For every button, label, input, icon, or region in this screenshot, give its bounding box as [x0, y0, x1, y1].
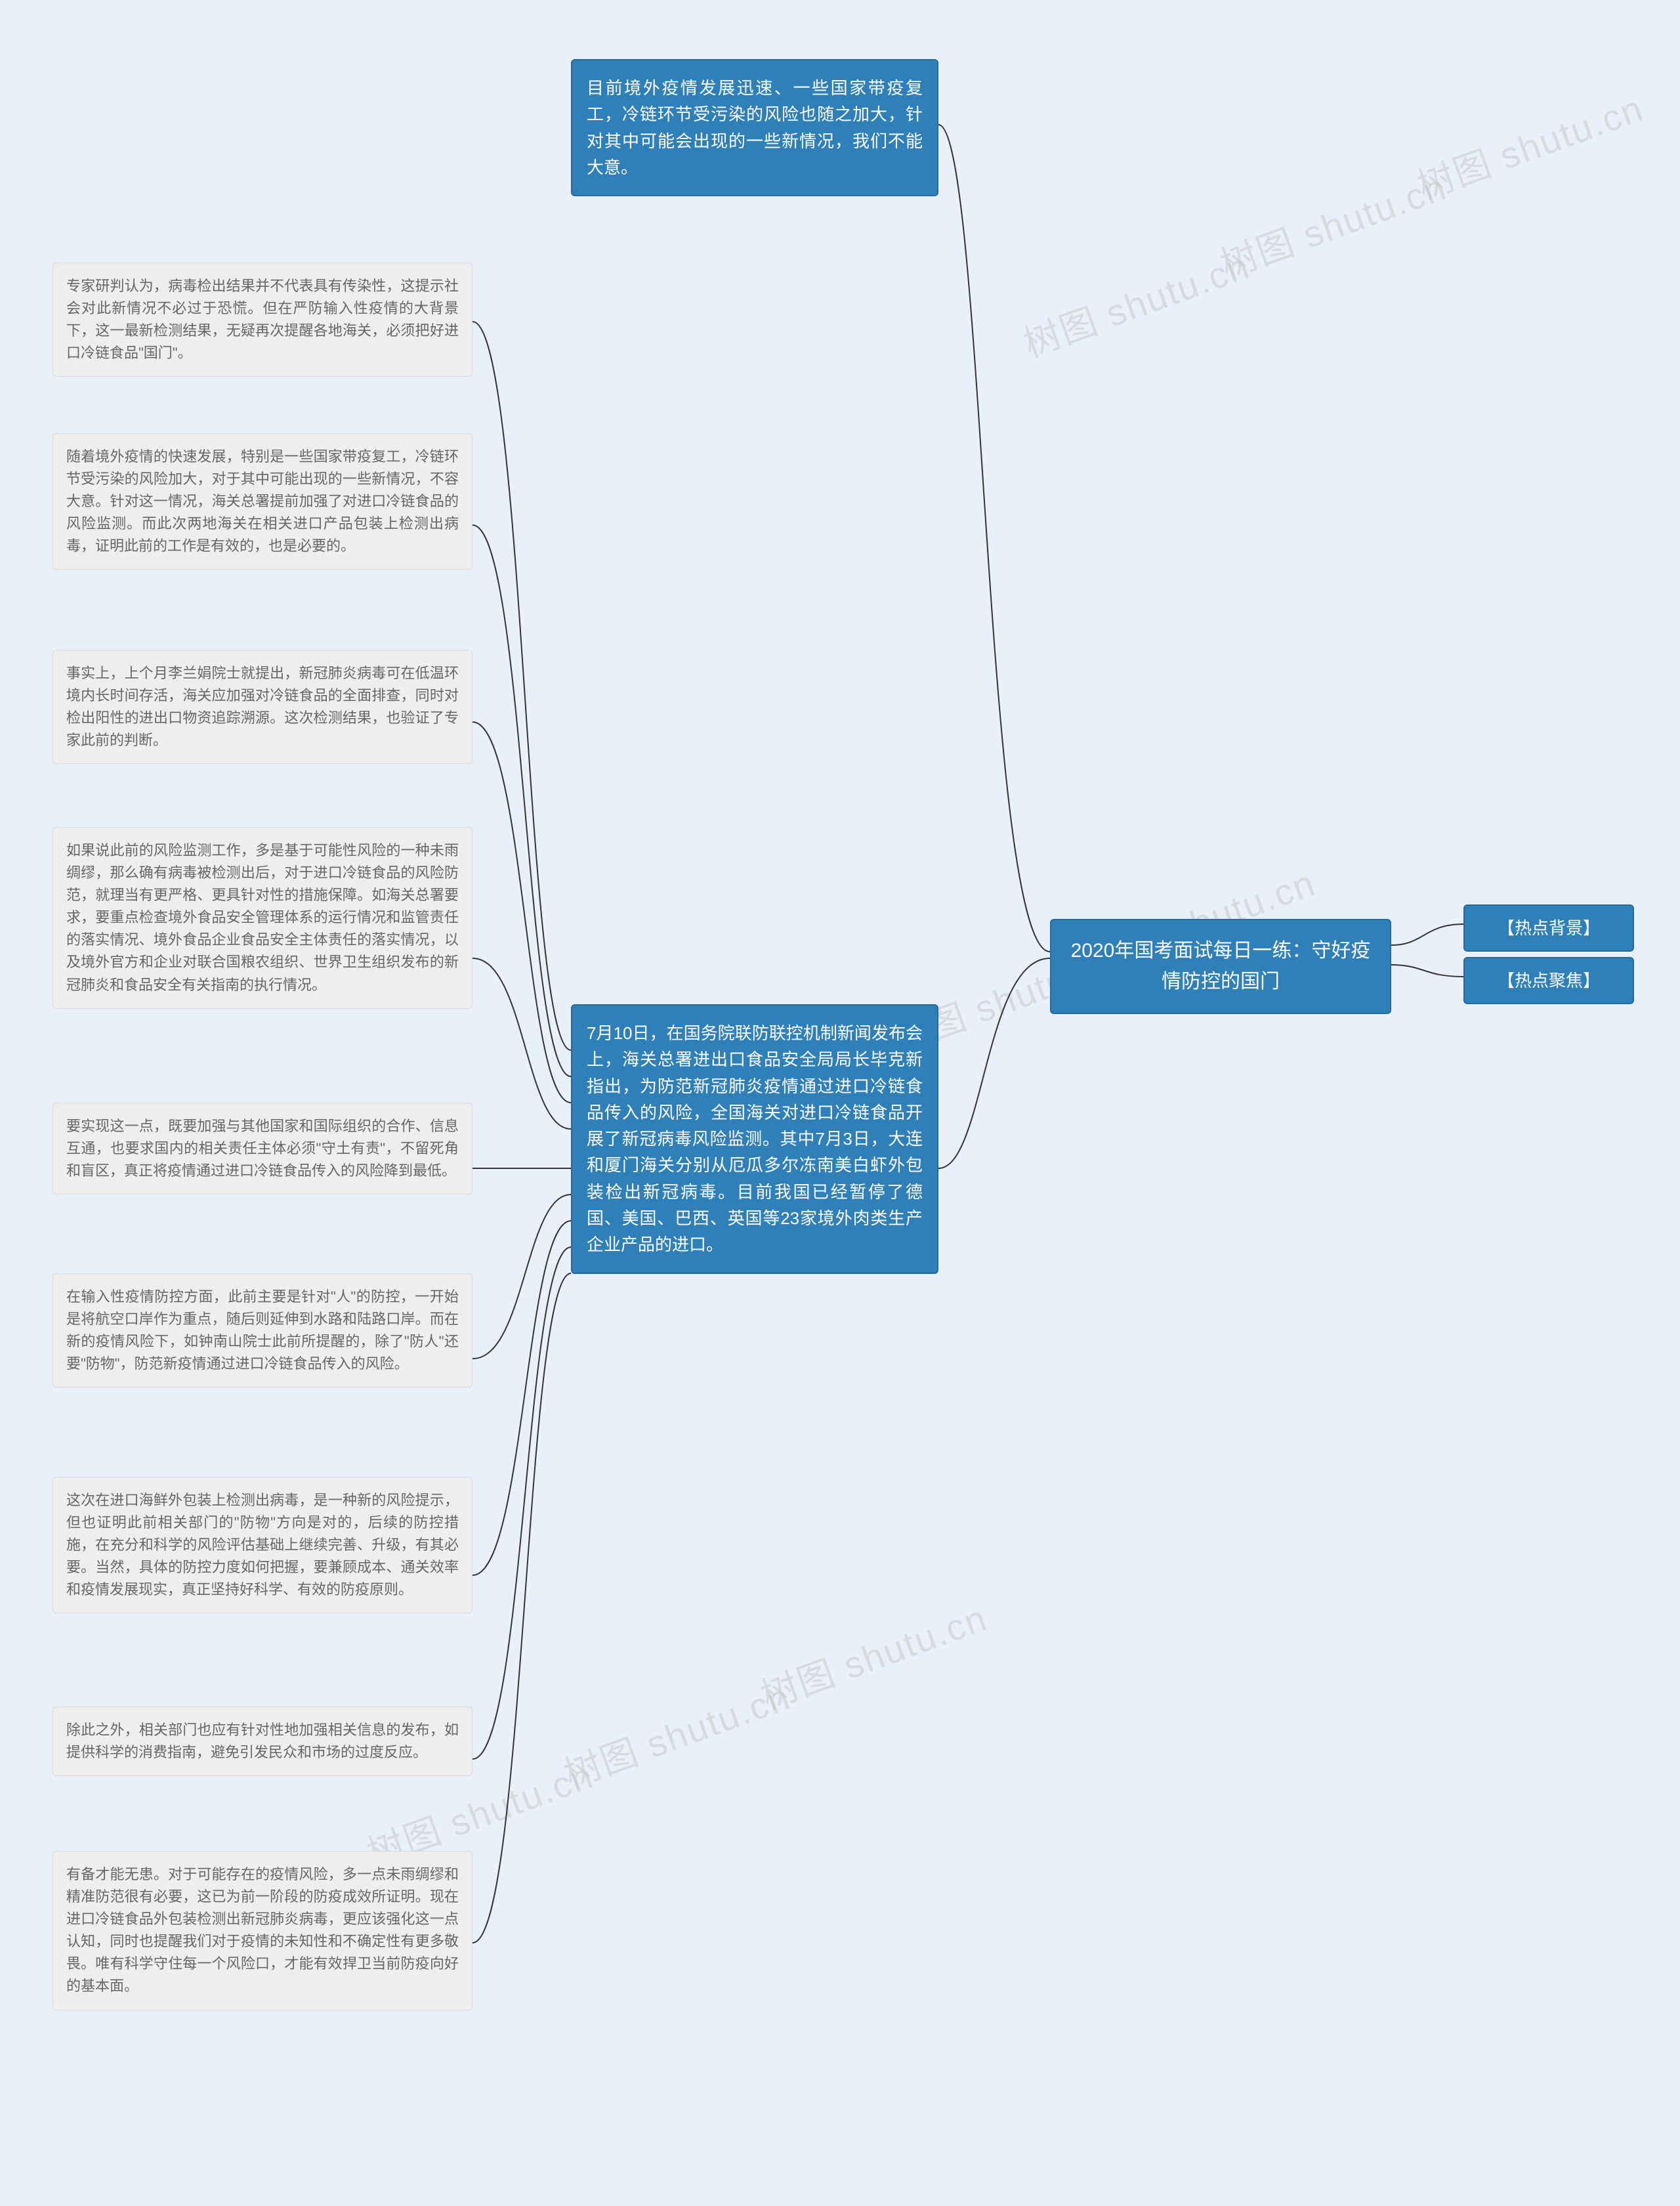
l2-background[interactable]: 目前境外疫情发展迅速、一些国家带疫复工，冷链环节受污染的风险也随之加大，针对其中…	[571, 59, 938, 196]
note-5[interactable]: 要实现这一点，既要加强与其他国家和国际组织的合作、信息互通，也要求国内的相关责任…	[52, 1103, 472, 1195]
note-7[interactable]: 这次在进口海鲜外包装上检测出病毒，是一种新的风险提示，但也证明此前相关部门的"防…	[52, 1477, 472, 1613]
mindmap: 2020年国考面试每日一练：守好疫情防控的国门 【热点背景】 【热点聚焦】 目前…	[0, 0, 1680, 2206]
l2-focus[interactable]: 7月10日，在国务院联防联控机制新闻发布会上，海关总署进出口食品安全局局长毕克新…	[571, 1004, 938, 1274]
note-2[interactable]: 随着境外疫情的快速发展，特别是一些国家带疫复工，冷链环节受污染的风险加大，对于其…	[52, 433, 472, 570]
note-1[interactable]: 专家研判认为，病毒检出结果并不代表具有传染性，这提示社会对此新情况不必过于恐慌。…	[52, 263, 472, 377]
note-3[interactable]: 事实上，上个月李兰娟院士就提出，新冠肺炎病毒可在低温环境内长时间存活，海关应加强…	[52, 650, 472, 764]
root-node[interactable]: 2020年国考面试每日一练：守好疫情防控的国门	[1050, 919, 1391, 1014]
tag-hot-focus[interactable]: 【热点聚焦】	[1463, 957, 1634, 1004]
note-8[interactable]: 除此之外，相关部门也应有针对性地加强相关信息的发布，如提供科学的消费指南，避免引…	[52, 1707, 472, 1776]
note-4[interactable]: 如果说此前的风险监测工作，多是基于可能性风险的一种未雨绸缪，那么确有病毒被检测出…	[52, 827, 472, 1009]
note-6[interactable]: 在输入性疫情防控方面，此前主要是针对"人"的防控，一开始是将航空口岸作为重点，随…	[52, 1273, 472, 1388]
tag-hot-background[interactable]: 【热点背景】	[1463, 904, 1634, 952]
note-9[interactable]: 有备才能无患。对于可能存在的疫情风险，多一点未雨绸缪和精准防范很有必要，这已为前…	[52, 1851, 472, 2010]
